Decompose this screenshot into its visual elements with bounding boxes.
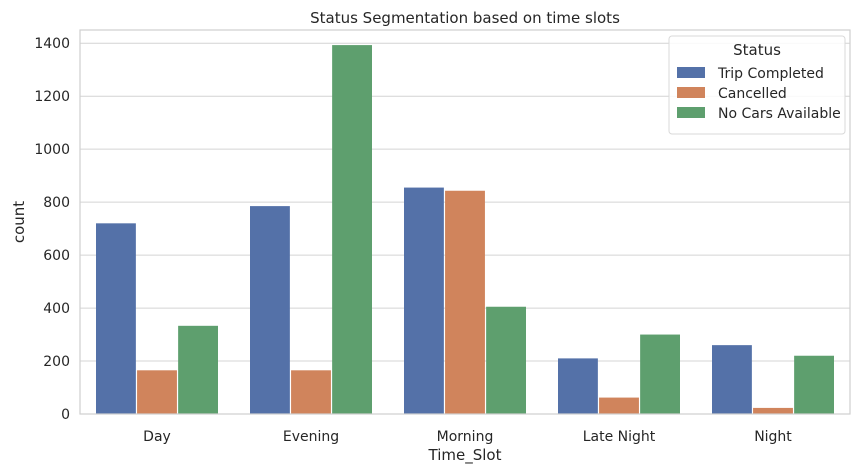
legend-swatch [677, 67, 705, 78]
y-tick-label: 1000 [34, 142, 70, 158]
y-tick-label: 400 [43, 301, 70, 317]
x-tick-labels: Day Evening Morning Late Night Night [143, 429, 792, 445]
y-tick-labels: 0 200 400 600 800 1000 1200 1400 [34, 36, 70, 423]
legend: Status Trip Completed Cancelled No Cars Av… [668, 35, 846, 135]
x-axis-label: Time_Slot [428, 446, 502, 465]
chart-title: Status Segmentation based on time slots [310, 9, 620, 27]
bar [404, 187, 444, 414]
legend-swatch [677, 87, 705, 98]
legend-label: Trip Completed [717, 66, 824, 82]
bar [250, 206, 290, 414]
bar [640, 334, 680, 414]
x-tick-label: Night [754, 429, 792, 445]
bar [486, 306, 526, 414]
bar [96, 223, 136, 414]
plot-frame [79, 29, 851, 415]
y-tick-label: 1400 [34, 36, 70, 52]
legend-box [668, 35, 846, 135]
y-tick-label: 200 [43, 354, 70, 370]
bar [137, 370, 177, 414]
y-tick-label: 800 [43, 195, 70, 211]
legend-items: Trip Completed Cancelled No Cars Available [677, 66, 841, 122]
bar [291, 370, 331, 414]
legend-label: No Cars Available [718, 106, 841, 122]
y-tick-label: 0 [61, 407, 70, 423]
x-tick-label: Morning [437, 429, 494, 445]
bar [712, 345, 752, 414]
legend-swatch [677, 107, 705, 118]
y-tick-label: 1200 [34, 89, 70, 105]
bar [332, 45, 372, 414]
legend-label: Cancelled [718, 86, 787, 102]
x-tick-label: Late Night [583, 429, 656, 445]
x-tick-label: Evening [283, 429, 339, 445]
y-tick-label: 600 [43, 248, 70, 264]
bar [794, 355, 834, 414]
x-tick-label: Day [143, 429, 171, 445]
bars [96, 45, 834, 414]
bar [753, 407, 793, 414]
bar [178, 325, 218, 414]
bar [558, 358, 598, 414]
y-axis-label: count [10, 201, 28, 243]
legend-title: Status [733, 41, 781, 59]
bar [599, 397, 639, 414]
bar [445, 190, 485, 414]
